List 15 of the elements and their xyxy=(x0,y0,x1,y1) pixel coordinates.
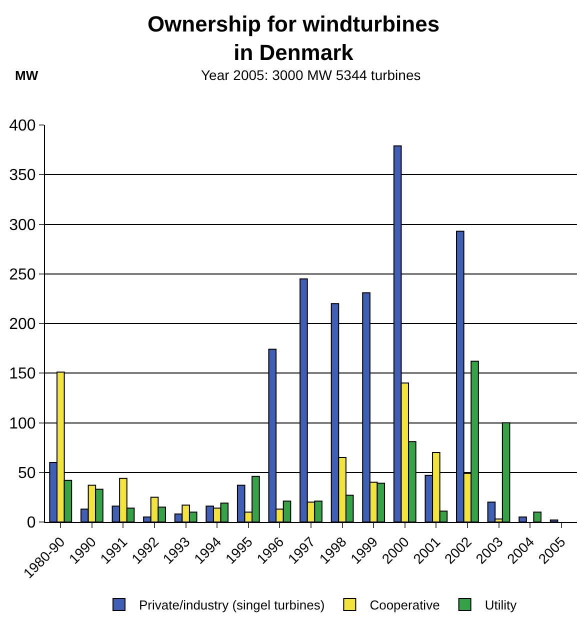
y-tick-label: 350 xyxy=(9,167,36,184)
y-tick-label: 400 xyxy=(9,118,36,135)
chart-subtitle: Year 2005: 3000 MW 5344 turbines xyxy=(201,67,421,83)
chart-title: Ownership for windturbines in Denmark xyxy=(147,12,440,66)
legend-label: Cooperative xyxy=(370,598,440,613)
legend-label: Utility xyxy=(484,598,518,613)
y-tick-label: 300 xyxy=(9,216,36,234)
y-tick-label: 0 xyxy=(26,514,36,532)
y-tick-label: 250 xyxy=(9,266,36,284)
y-tick-label: 50 xyxy=(18,464,36,482)
y-axis-title: MW xyxy=(15,68,39,83)
legend-label: Private/industry (singel turbines) xyxy=(139,598,325,613)
y-tick-label: 150 xyxy=(9,366,36,383)
y-tick-label: 200 xyxy=(9,316,36,334)
y-tick-label: 100 xyxy=(9,415,36,432)
